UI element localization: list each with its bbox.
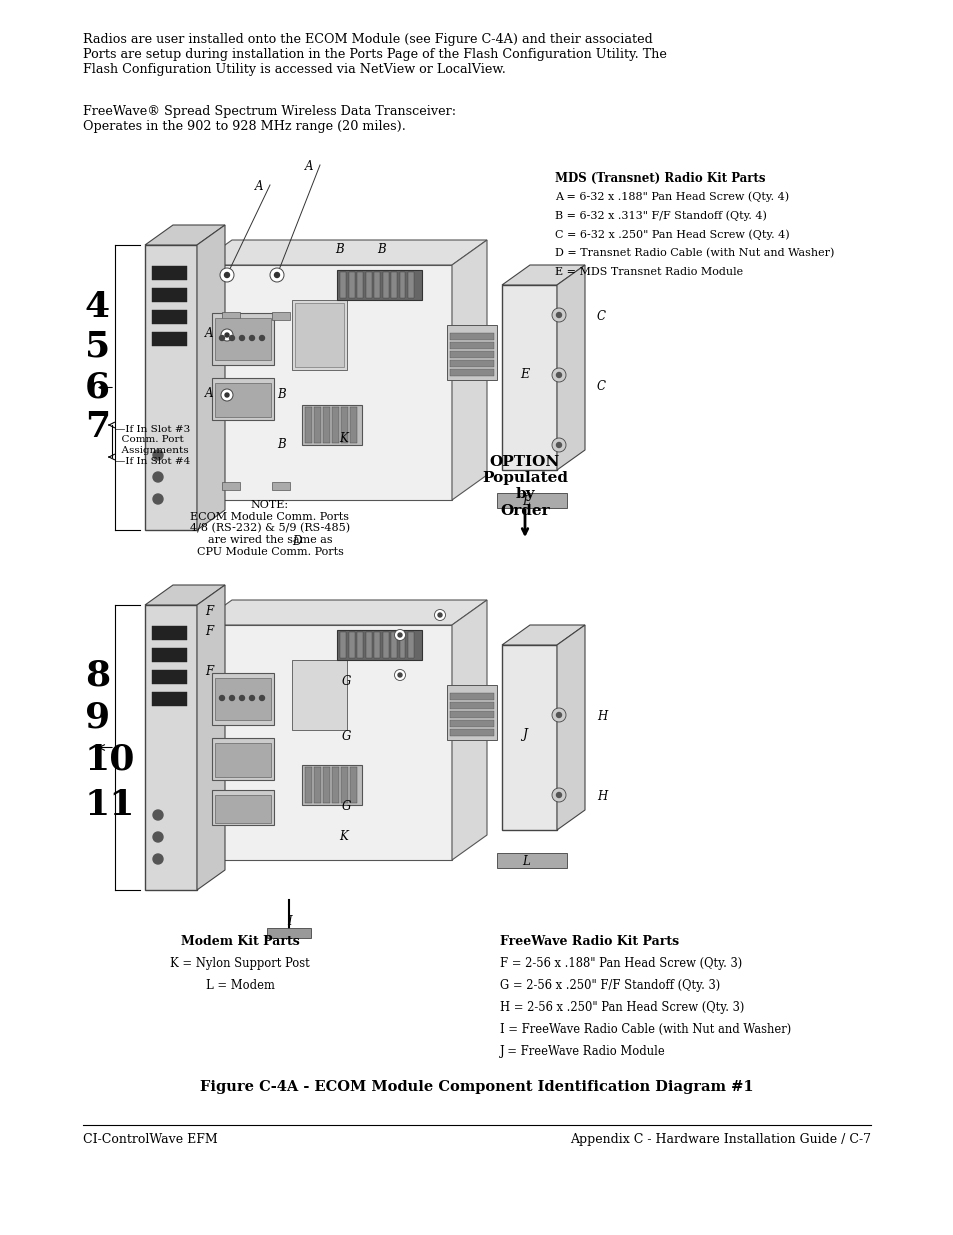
Bar bbox=[365, 632, 371, 658]
Text: D: D bbox=[292, 535, 301, 548]
Text: Figure C-4A - ECOM Module Component Identification Diagram #1: Figure C-4A - ECOM Module Component Iden… bbox=[200, 1079, 753, 1094]
Bar bbox=[356, 272, 363, 298]
Circle shape bbox=[397, 634, 401, 637]
Circle shape bbox=[152, 494, 163, 504]
Bar bbox=[340, 408, 348, 443]
Circle shape bbox=[220, 268, 233, 282]
Text: F = 2-56 x .188" Pan Head Screw (Qty. 3): F = 2-56 x .188" Pan Head Screw (Qty. 3) bbox=[499, 957, 741, 969]
Bar bbox=[497, 493, 566, 508]
Polygon shape bbox=[196, 240, 486, 266]
Text: K: K bbox=[338, 432, 348, 445]
Bar bbox=[196, 266, 452, 500]
Text: —If In Slot #3
  Comm. Port
  Assignments: —If In Slot #3 Comm. Port Assignments bbox=[115, 425, 190, 454]
Bar bbox=[152, 626, 187, 640]
Bar bbox=[339, 272, 346, 298]
Circle shape bbox=[552, 788, 565, 802]
Bar bbox=[450, 342, 494, 350]
Text: 5: 5 bbox=[85, 330, 111, 364]
Circle shape bbox=[259, 695, 264, 700]
Polygon shape bbox=[196, 225, 225, 530]
Circle shape bbox=[556, 793, 561, 798]
Polygon shape bbox=[452, 240, 486, 500]
Circle shape bbox=[437, 613, 441, 618]
Circle shape bbox=[221, 389, 233, 401]
Bar bbox=[152, 671, 187, 684]
Bar bbox=[294, 303, 344, 367]
Bar bbox=[382, 632, 388, 658]
Bar bbox=[374, 632, 379, 658]
Circle shape bbox=[259, 336, 264, 341]
Text: K: K bbox=[338, 830, 348, 844]
Bar bbox=[152, 288, 187, 303]
Bar bbox=[391, 632, 396, 658]
Bar bbox=[501, 285, 557, 471]
Text: A: A bbox=[205, 387, 213, 400]
Circle shape bbox=[274, 273, 279, 278]
Polygon shape bbox=[145, 605, 196, 890]
Polygon shape bbox=[196, 600, 486, 625]
Polygon shape bbox=[501, 625, 584, 645]
Text: H: H bbox=[597, 790, 607, 803]
Text: D = Transnet Radio Cable (with Nut and Washer): D = Transnet Radio Cable (with Nut and W… bbox=[555, 248, 834, 258]
Bar bbox=[272, 482, 290, 490]
Text: —If In Slot #4: —If In Slot #4 bbox=[115, 457, 190, 466]
Text: G = 2-56 x .250" F/F Standoff (Qty. 3): G = 2-56 x .250" F/F Standoff (Qty. 3) bbox=[499, 979, 720, 992]
Circle shape bbox=[152, 810, 163, 820]
Polygon shape bbox=[145, 245, 196, 530]
Text: 9: 9 bbox=[85, 700, 110, 734]
Text: 6: 6 bbox=[85, 370, 110, 404]
Text: CI-ControlWave EFM: CI-ControlWave EFM bbox=[83, 1132, 217, 1146]
Circle shape bbox=[230, 336, 234, 341]
Bar bbox=[336, 630, 421, 659]
Polygon shape bbox=[557, 266, 584, 471]
Bar bbox=[212, 378, 274, 420]
Circle shape bbox=[556, 312, 561, 317]
Bar bbox=[272, 312, 290, 320]
Bar bbox=[332, 767, 338, 803]
Bar bbox=[314, 408, 320, 443]
Polygon shape bbox=[557, 625, 584, 830]
Text: 11: 11 bbox=[85, 788, 135, 823]
Bar bbox=[212, 312, 274, 366]
Bar bbox=[336, 270, 421, 300]
Text: FreeWave Radio Kit Parts: FreeWave Radio Kit Parts bbox=[499, 935, 679, 948]
Bar bbox=[314, 767, 320, 803]
Circle shape bbox=[397, 673, 401, 677]
Circle shape bbox=[556, 442, 561, 447]
Circle shape bbox=[221, 329, 233, 341]
Bar bbox=[214, 743, 271, 777]
Polygon shape bbox=[196, 585, 225, 890]
Bar bbox=[196, 625, 452, 860]
Text: 10: 10 bbox=[85, 742, 135, 776]
Bar bbox=[450, 711, 494, 718]
Bar bbox=[450, 701, 494, 709]
Bar bbox=[408, 632, 414, 658]
Circle shape bbox=[556, 373, 561, 378]
Circle shape bbox=[152, 450, 163, 459]
Bar bbox=[302, 405, 361, 445]
Circle shape bbox=[552, 438, 565, 452]
Circle shape bbox=[152, 472, 163, 482]
Circle shape bbox=[552, 368, 565, 382]
Text: NOTE:
ECOM Module Comm. Ports
4/8 (RS-232) & 5/9 (RS-485)
are wired the same as
: NOTE: ECOM Module Comm. Ports 4/8 (RS-23… bbox=[190, 500, 350, 557]
Bar bbox=[323, 408, 330, 443]
Bar bbox=[222, 312, 240, 320]
Circle shape bbox=[395, 630, 405, 641]
Bar bbox=[399, 272, 405, 298]
Bar bbox=[222, 482, 240, 490]
Bar bbox=[305, 408, 312, 443]
Bar bbox=[450, 333, 494, 340]
Bar bbox=[212, 790, 274, 825]
Bar bbox=[447, 685, 497, 740]
Text: H: H bbox=[597, 710, 607, 722]
Bar bbox=[152, 332, 187, 346]
Text: L = Modem: L = Modem bbox=[205, 979, 274, 992]
Bar bbox=[214, 678, 271, 720]
Bar bbox=[292, 300, 347, 370]
Bar bbox=[152, 648, 187, 662]
Polygon shape bbox=[145, 225, 225, 245]
Text: G: G bbox=[341, 730, 351, 743]
Bar bbox=[365, 272, 371, 298]
Bar bbox=[212, 739, 274, 781]
Bar bbox=[302, 764, 361, 805]
